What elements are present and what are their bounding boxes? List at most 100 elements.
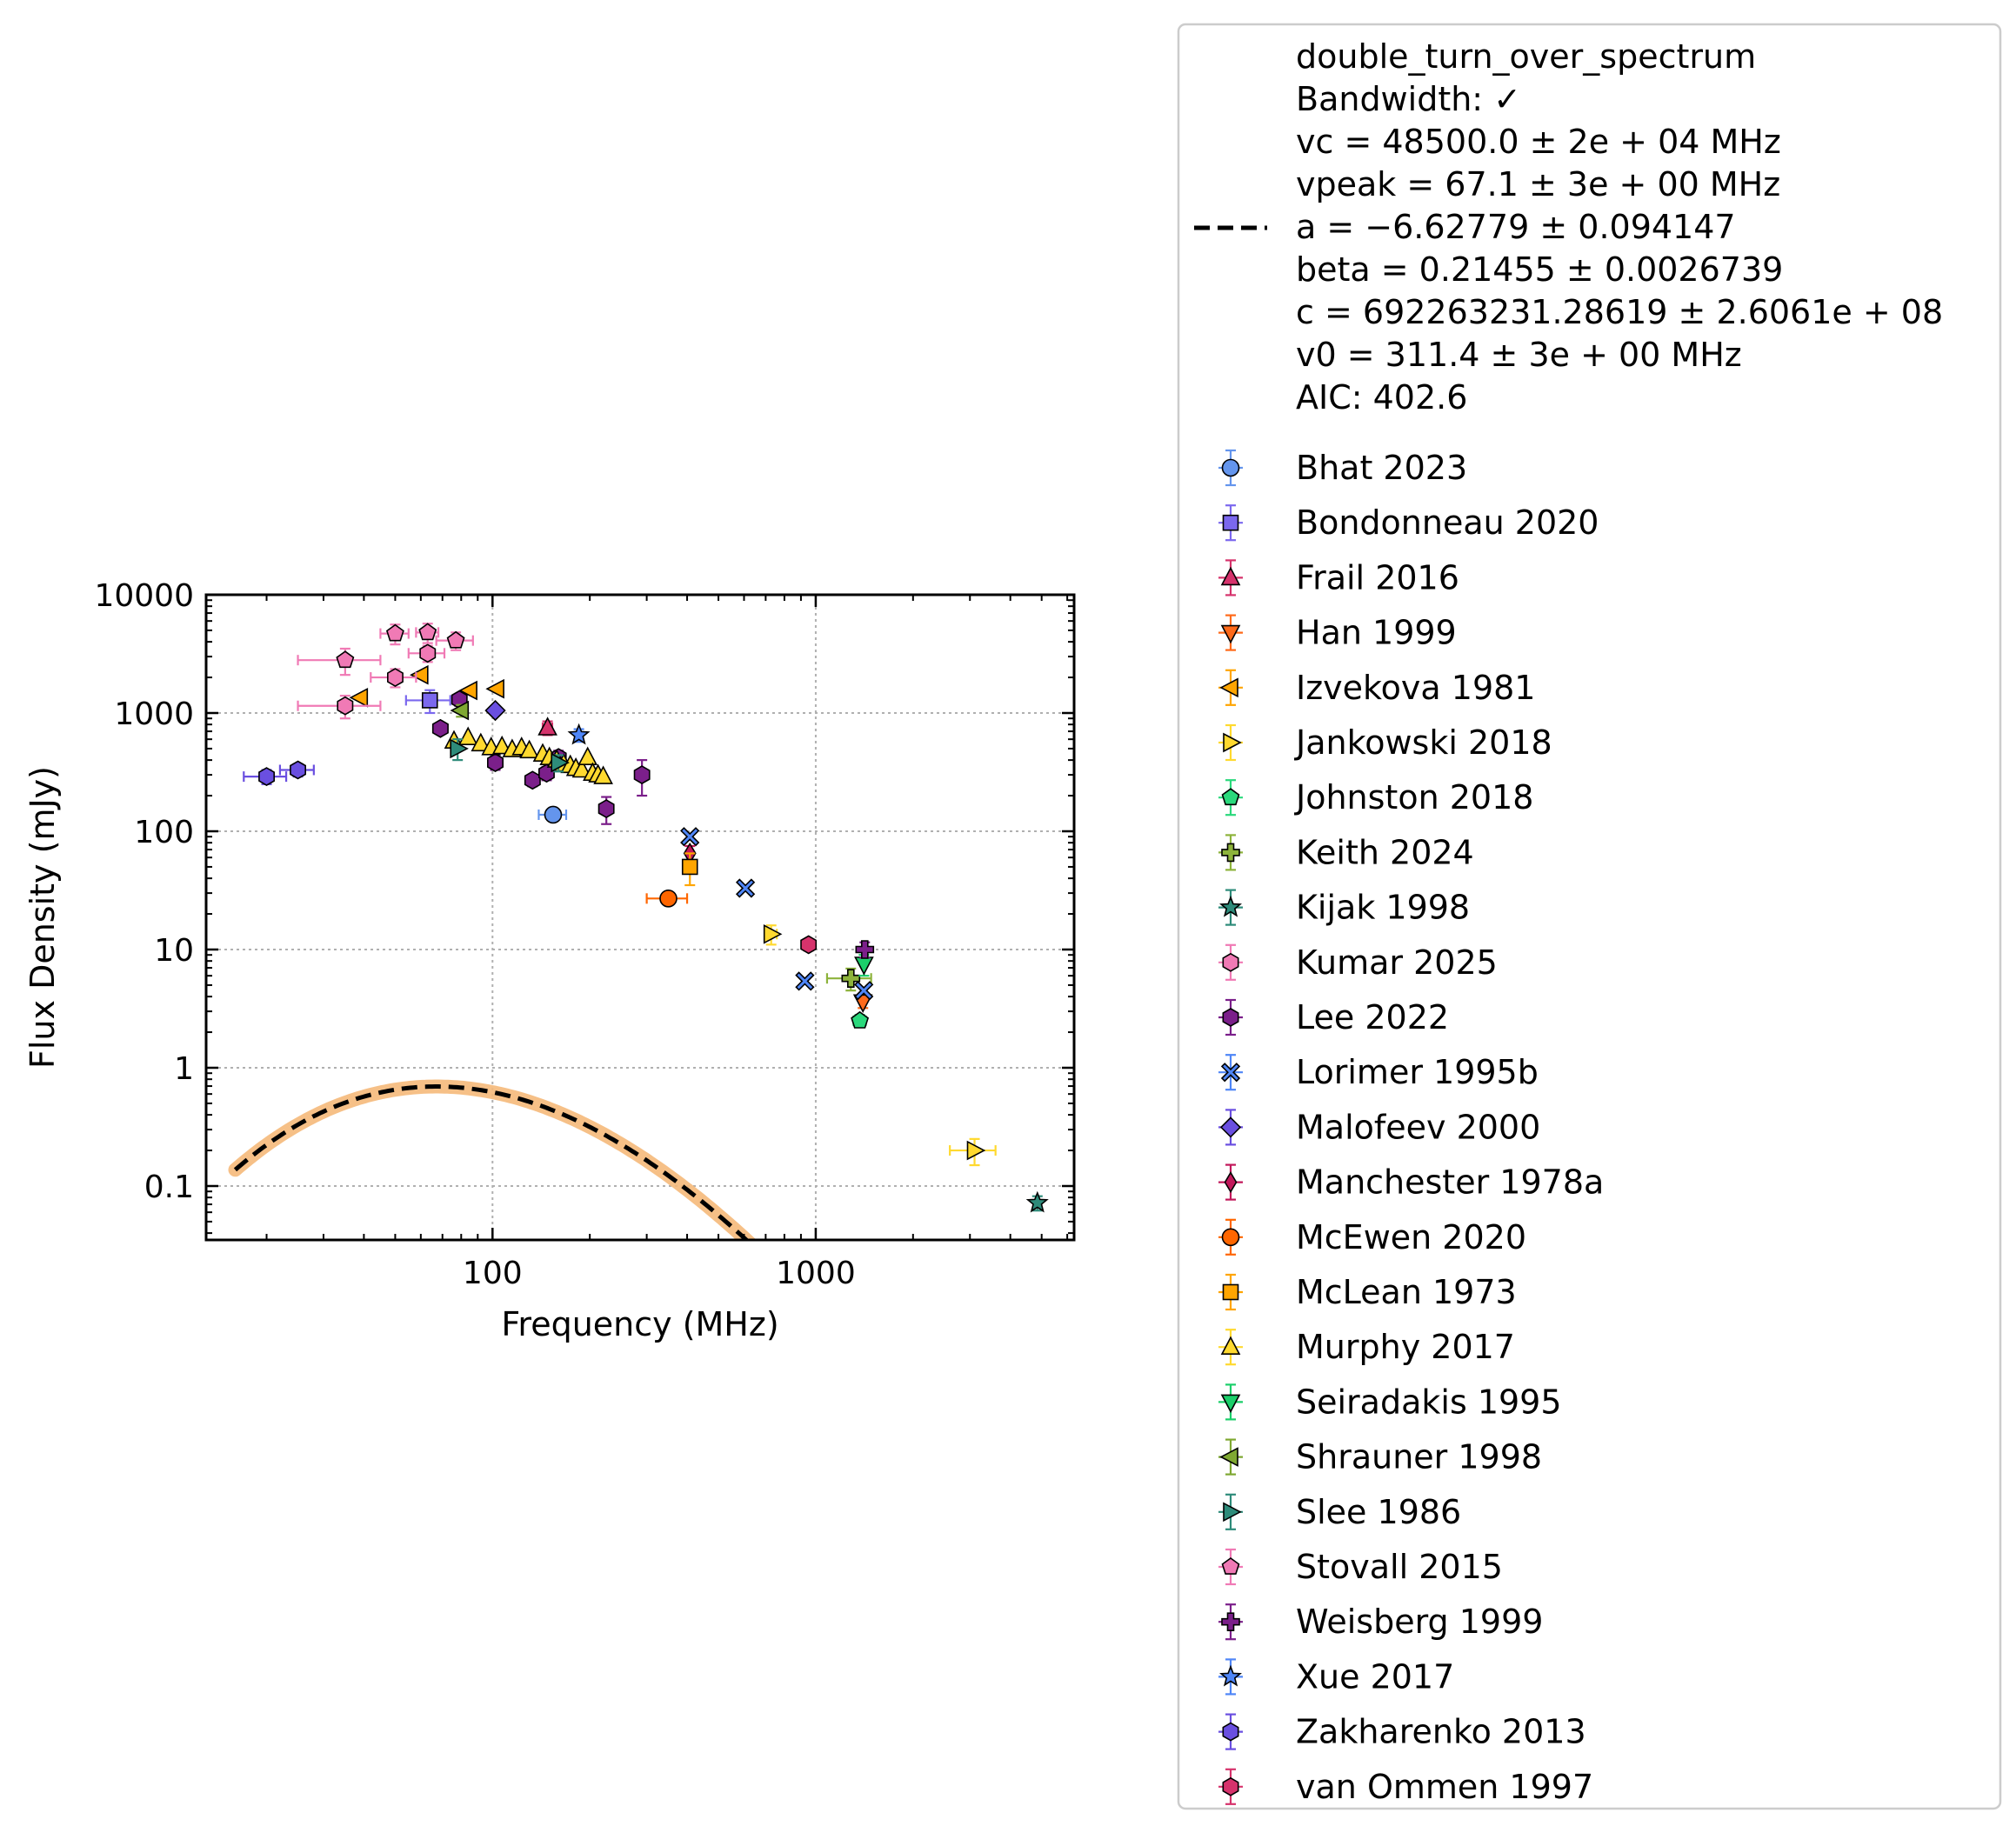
data-point bbox=[419, 643, 437, 663]
data-point bbox=[795, 971, 815, 991]
legend-marker bbox=[1221, 788, 1240, 806]
data-point bbox=[431, 718, 449, 738]
legend-label: Malofeev 2000 bbox=[1296, 1108, 1540, 1146]
legend-label: Kumar 2025 bbox=[1296, 943, 1498, 982]
data-point bbox=[519, 739, 539, 759]
legend-label: Stovall 2015 bbox=[1296, 1548, 1503, 1586]
data-point bbox=[966, 1140, 986, 1161]
legend-marker bbox=[1222, 1008, 1239, 1027]
series-frail-2016 bbox=[537, 716, 557, 736]
data-point bbox=[544, 805, 563, 824]
legend-marker bbox=[1220, 1394, 1241, 1414]
legend-fit-label-line: beta = 0.21455 ± 0.0026739 bbox=[1296, 250, 1783, 289]
series-stovall-2015 bbox=[297, 623, 474, 676]
legend-item: Izvekova 1981 bbox=[1218, 669, 1535, 707]
data-point bbox=[458, 680, 477, 701]
data-point bbox=[567, 723, 591, 745]
legend-item: Lorimer 1995b bbox=[1218, 1053, 1539, 1091]
series-shrauner-1998 bbox=[450, 700, 470, 721]
legend-marker bbox=[1220, 1063, 1241, 1083]
legend-marker bbox=[1219, 1116, 1242, 1138]
data-point bbox=[571, 758, 592, 778]
data-point bbox=[854, 956, 874, 976]
legend-item: McLean 1973 bbox=[1218, 1273, 1517, 1311]
data-point bbox=[258, 767, 276, 787]
legend-label: Seiradakis 1995 bbox=[1296, 1383, 1562, 1421]
y-tick-label: 10 bbox=[154, 933, 194, 969]
legend-label: Xue 2017 bbox=[1296, 1657, 1454, 1696]
data-point bbox=[337, 696, 354, 716]
legend-marker bbox=[1219, 1664, 1242, 1687]
legend-marker bbox=[1221, 458, 1240, 477]
plot-frame bbox=[204, 593, 1076, 1242]
legend-marker bbox=[1222, 1283, 1239, 1301]
legend-marker bbox=[1222, 952, 1239, 972]
legend-item: Bondonneau 2020 bbox=[1218, 503, 1599, 542]
legend-item: Jankowski 2018 bbox=[1218, 723, 1552, 762]
legend-item: Seiradakis 1995 bbox=[1218, 1383, 1562, 1421]
legend-item: Malofeev 2000 bbox=[1218, 1108, 1540, 1146]
legend-item: Xue 2017 bbox=[1218, 1657, 1454, 1696]
legend-label: Keith 2024 bbox=[1296, 833, 1474, 871]
legend-marker bbox=[1222, 1722, 1239, 1742]
legend-item: Johnston 2018 bbox=[1218, 778, 1533, 816]
legend-marker bbox=[1220, 624, 1241, 644]
y-tick-label: 1000 bbox=[114, 696, 194, 732]
legend-fit-label-line: v0 = 311.4 ± 3e + 00 MHz bbox=[1296, 336, 1742, 374]
data-point bbox=[680, 827, 700, 847]
series-keith-2024 bbox=[825, 967, 872, 992]
legend-item: Manchester 1978a bbox=[1218, 1163, 1604, 1202]
series-van-ommen-1997 bbox=[800, 935, 818, 955]
series-lorimer-1995b bbox=[680, 827, 874, 1001]
x-tick-label: 100 bbox=[463, 1256, 523, 1291]
data-point bbox=[450, 738, 469, 759]
y-tick-label: 10000 bbox=[94, 578, 194, 614]
legend-marker bbox=[1220, 1336, 1241, 1355]
series-mcewen-2020 bbox=[645, 890, 689, 908]
legend-label: McEwen 2020 bbox=[1296, 1218, 1526, 1256]
legend-label: Jankowski 2018 bbox=[1294, 723, 1552, 762]
data-point bbox=[471, 732, 491, 752]
axis-ticks: 100 1000 0.1 1 10 100 1000 10000 bbox=[94, 578, 1074, 1291]
legend-marker bbox=[1221, 1228, 1240, 1247]
data-point bbox=[577, 746, 598, 766]
legend-label: Slee 1986 bbox=[1296, 1493, 1461, 1531]
legend-marker bbox=[1223, 1502, 1242, 1523]
series-xue-2017 bbox=[567, 723, 591, 745]
data-point bbox=[450, 700, 470, 721]
data-point bbox=[485, 678, 504, 699]
legend-marker bbox=[1221, 1557, 1240, 1575]
legend-item: McEwen 2020 bbox=[1218, 1218, 1526, 1256]
y-tick-label: 1 bbox=[174, 1051, 194, 1087]
series-kumar-2025 bbox=[297, 643, 446, 720]
legend-item: Lee 2022 bbox=[1218, 998, 1449, 1036]
data-point bbox=[421, 692, 438, 709]
data-point bbox=[386, 668, 404, 688]
data-point bbox=[735, 878, 756, 898]
data-point bbox=[349, 687, 369, 708]
legend-label: Kijak 1998 bbox=[1296, 889, 1470, 927]
data-point bbox=[763, 923, 783, 944]
legend-fit-label-line: c = 692263231.28619 ± 2.6061e + 08 bbox=[1296, 293, 1943, 331]
legend-fit-label-line: double_turn_over_spectrum bbox=[1296, 37, 1756, 76]
data-point bbox=[633, 765, 651, 785]
legend-marker bbox=[1221, 843, 1240, 863]
y-tick-label: 0.1 bbox=[144, 1170, 194, 1205]
legend-label: Murphy 2017 bbox=[1296, 1328, 1515, 1366]
x-tick-label: 1000 bbox=[776, 1256, 856, 1291]
data-point bbox=[1025, 1190, 1049, 1213]
legend-marker bbox=[1219, 895, 1242, 917]
data-points bbox=[243, 623, 1049, 1213]
legend-item: Kijak 1998 bbox=[1218, 889, 1470, 927]
data-point bbox=[854, 981, 874, 1001]
series-bhat-2023 bbox=[537, 805, 568, 824]
legend-item: Shrauner 1998 bbox=[1218, 1438, 1542, 1476]
legend-item: Weisberg 1999 bbox=[1218, 1603, 1543, 1641]
legend: double_turn_over_spectrum Bandwidth: ✓ vc … bbox=[1177, 23, 2002, 1810]
series-mclean-1973 bbox=[681, 852, 698, 887]
legend-fit-label-line: vc = 48500.0 ± 2e + 04 MHz bbox=[1296, 123, 1781, 161]
fit-curve bbox=[228, 1079, 757, 1240]
legend-label: McLean 1973 bbox=[1296, 1273, 1517, 1311]
series-malofeev-2000 bbox=[484, 699, 506, 722]
legend-item: Frail 2016 bbox=[1218, 558, 1459, 596]
